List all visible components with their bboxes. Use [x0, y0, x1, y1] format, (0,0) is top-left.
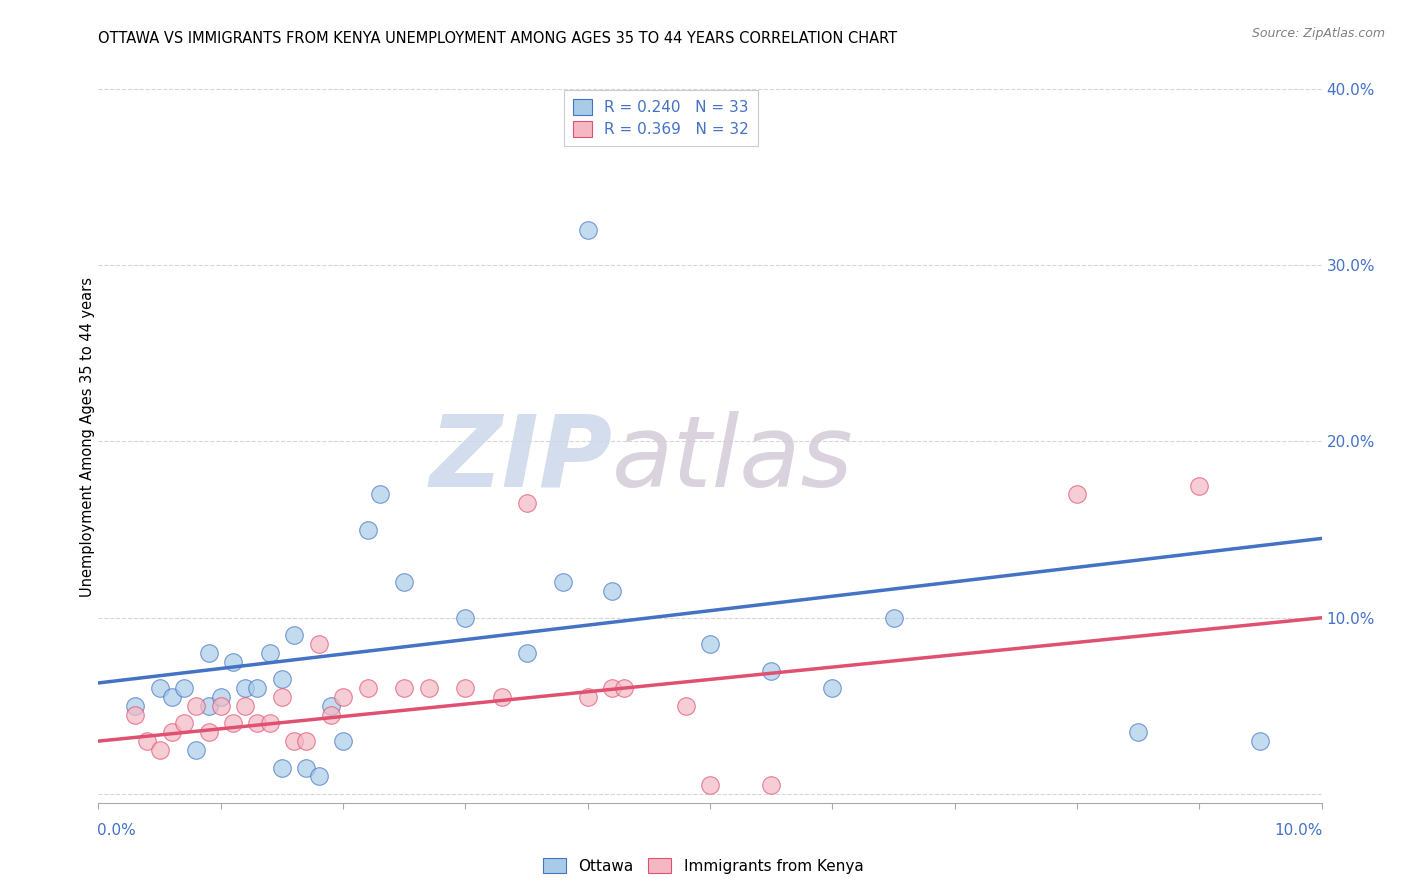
Point	[124, 698, 146, 713]
Point	[173, 716, 195, 731]
Text: 10.0%: 10.0%	[1274, 823, 1323, 838]
Point	[1066, 487, 1088, 501]
Point	[332, 734, 354, 748]
Point	[209, 690, 232, 704]
Point	[259, 716, 281, 731]
Point	[270, 690, 292, 704]
Point	[283, 628, 305, 642]
Point	[699, 778, 721, 792]
Point	[332, 690, 354, 704]
Point	[600, 681, 623, 696]
Point	[308, 637, 330, 651]
Point	[149, 681, 172, 696]
Point	[356, 681, 378, 696]
Point	[491, 690, 513, 704]
Text: OTTAWA VS IMMIGRANTS FROM KENYA UNEMPLOYMENT AMONG AGES 35 TO 44 YEARS CORRELATI: OTTAWA VS IMMIGRANTS FROM KENYA UNEMPLOY…	[98, 31, 897, 46]
Point	[136, 734, 159, 748]
Text: ZIP: ZIP	[429, 410, 612, 508]
Point	[149, 743, 172, 757]
Point	[392, 681, 416, 696]
Point	[222, 716, 245, 731]
Legend: Ottawa, Immigrants from Kenya: Ottawa, Immigrants from Kenya	[537, 852, 869, 880]
Point	[246, 716, 269, 731]
Point	[600, 584, 623, 599]
Point	[576, 223, 599, 237]
Point	[295, 760, 318, 774]
Point	[516, 496, 538, 510]
Point	[186, 743, 208, 757]
Point	[197, 646, 219, 660]
Point	[454, 681, 477, 696]
Text: Source: ZipAtlas.com: Source: ZipAtlas.com	[1251, 27, 1385, 40]
Point	[356, 523, 378, 537]
Point	[759, 664, 782, 678]
Point	[308, 769, 330, 783]
Point	[759, 778, 782, 792]
Point	[270, 673, 292, 687]
Point	[883, 611, 905, 625]
Legend: R = 0.240   N = 33, R = 0.369   N = 32: R = 0.240 N = 33, R = 0.369 N = 32	[564, 90, 758, 146]
Point	[613, 681, 636, 696]
Point	[259, 646, 281, 660]
Point	[246, 681, 269, 696]
Point	[173, 681, 195, 696]
Text: 0.0%: 0.0%	[97, 823, 136, 838]
Text: atlas: atlas	[612, 410, 853, 508]
Point	[197, 698, 219, 713]
Point	[160, 690, 183, 704]
Point	[319, 707, 342, 722]
Point	[675, 698, 697, 713]
Point	[160, 725, 183, 739]
Point	[699, 637, 721, 651]
Point	[516, 646, 538, 660]
Point	[368, 487, 391, 501]
Point	[222, 655, 245, 669]
Point	[454, 611, 477, 625]
Point	[418, 681, 440, 696]
Point	[197, 725, 219, 739]
Point	[186, 698, 208, 713]
Point	[1188, 478, 1211, 492]
Point	[233, 681, 256, 696]
Y-axis label: Unemployment Among Ages 35 to 44 years: Unemployment Among Ages 35 to 44 years	[80, 277, 94, 597]
Point	[319, 698, 342, 713]
Point	[124, 707, 146, 722]
Point	[392, 575, 416, 590]
Point	[233, 698, 256, 713]
Point	[553, 575, 575, 590]
Point	[821, 681, 844, 696]
Point	[209, 698, 232, 713]
Point	[576, 690, 599, 704]
Point	[270, 760, 292, 774]
Point	[295, 734, 318, 748]
Point	[1249, 734, 1271, 748]
Point	[1128, 725, 1150, 739]
Point	[283, 734, 305, 748]
